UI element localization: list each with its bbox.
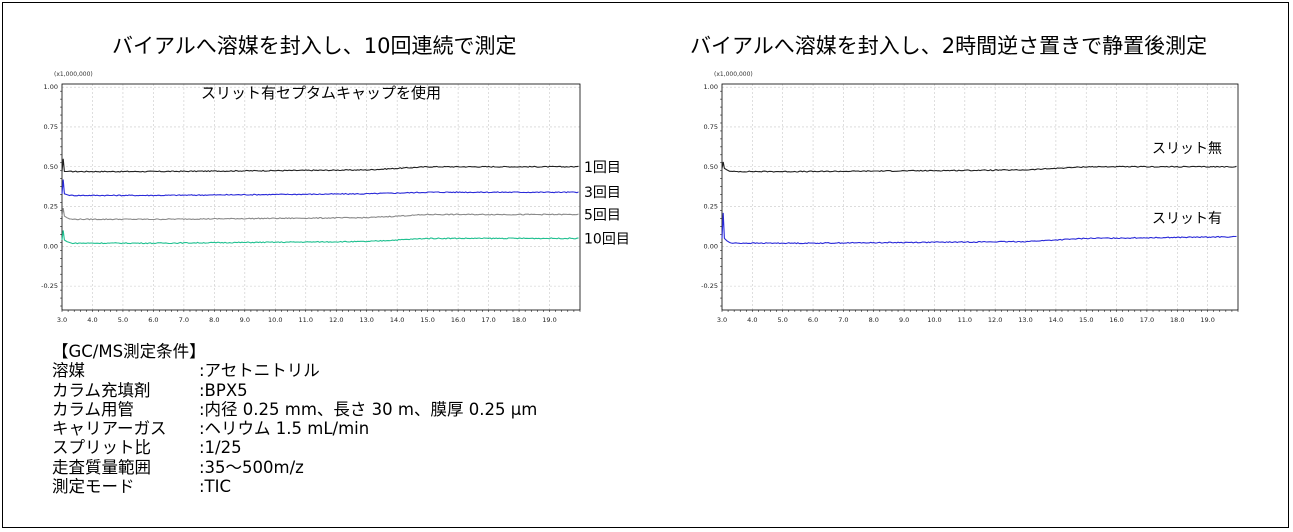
condition-row: スプリット比 :1/25	[52, 438, 537, 457]
condition-row: キャリアーガス :ヘリウム 1.5 mL/min	[52, 419, 537, 438]
x-tick-label: 3.0	[57, 316, 67, 324]
y-multiplier-label: (x1,000,000)	[54, 71, 93, 78]
x-tick-label: 9.0	[240, 316, 250, 324]
condition-label: カラム用管	[52, 399, 135, 419]
y-tick-label: 0.50	[704, 163, 718, 171]
y-tick-label: 0.75	[704, 123, 718, 131]
x-tick-label: 10.0	[927, 316, 941, 324]
y-tick-label: 0.50	[44, 163, 58, 171]
y-multiplier-label: (x1,000,000)	[714, 71, 753, 78]
gcms-conditions: 【GC/MS測定条件】 溶媒 :アセトニトリル カラム充填剤 :BPX5 カラム用管…	[52, 342, 537, 496]
series-line-3	[61, 208, 579, 221]
x-tick-label: 14.0	[1049, 316, 1063, 324]
chart-annotation: スリット有セプタムキャップを使用	[201, 84, 441, 102]
y-tick-label: 0.25	[704, 203, 718, 211]
series-label: 3回目	[584, 185, 621, 201]
x-tick-label: 13.0	[1018, 316, 1032, 324]
left-chart-title: バイアルへ溶媒を封入し、10回連続で測定	[112, 34, 517, 58]
x-tick-label: 18.0	[512, 316, 526, 324]
right-chromatogram: (x1,000,000) 3.0 4.0 5.0 6.0 7.0 8.0 9.0 10.0 11.…	[701, 71, 1239, 324]
y-tick-label: 1.00	[44, 83, 58, 91]
condition-value: :アセトニトリル	[199, 361, 320, 381]
series-line-2	[61, 179, 579, 197]
x-tick-label: 19.0	[542, 316, 556, 324]
x-tick-label: 16.0	[451, 316, 465, 324]
condition-value: :BPX5	[199, 380, 248, 400]
condition-label: カラム充填剤	[52, 380, 151, 400]
condition-row: 溶媒 :アセトニトリル	[52, 361, 537, 380]
x-tick-label: 13.0	[359, 316, 373, 324]
condition-row: カラム用管 :内径 0.25 mm、長さ 30 m、膜厚 0.25 µm	[52, 400, 537, 419]
left-chromatogram: (x1,000,000) 3.0 4.0 5.0 6.0 7.0 8.0 9.0 10.0 11.…	[41, 71, 630, 324]
x-tick-label: 16.0	[1109, 316, 1123, 324]
condition-row: 測定モード :TIC	[52, 477, 537, 496]
condition-value: :TIC	[199, 477, 232, 497]
x-tick-label: 10.0	[268, 316, 282, 324]
condition-value: :ヘリウム 1.5 mL/min	[199, 419, 370, 439]
series-line-1	[61, 158, 579, 173]
x-tick-label: 5.0	[778, 316, 788, 324]
plot-area	[721, 83, 1239, 311]
x-tick-label: 17.0	[1140, 316, 1154, 324]
x-tick-label: 18.0	[1170, 316, 1184, 324]
x-tick-label: 7.0	[179, 316, 189, 324]
x-tick-label: 15.0	[420, 316, 434, 324]
condition-value: :1/25	[199, 438, 242, 458]
y-tick-label: 0.00	[44, 242, 58, 250]
series-line-4	[61, 230, 579, 245]
x-tick-label: 6.0	[808, 316, 818, 324]
condition-label: キャリアーガス	[52, 419, 167, 439]
series-label: スリット無	[1152, 141, 1222, 157]
x-tick-label: 5.0	[118, 316, 128, 324]
x-tick-label: 11.0	[299, 316, 313, 324]
x-tick-label: 6.0	[148, 316, 158, 324]
condition-label: スプリット比	[52, 438, 151, 458]
y-tick-label: 0.25	[44, 203, 58, 211]
y-tick-label: -0.25	[701, 282, 718, 290]
x-tick-label: 3.0	[717, 316, 727, 324]
x-tick-label: 9.0	[899, 316, 909, 324]
x-tick-label: 4.0	[87, 316, 97, 324]
y-tick-label: -0.25	[41, 282, 58, 290]
x-tick-label: 19.0	[1200, 316, 1214, 324]
x-tick-label: 15.0	[1079, 316, 1093, 324]
series-line-2	[721, 212, 1237, 245]
condition-label: 測定モード	[52, 477, 135, 497]
x-tick-label: 8.0	[209, 316, 219, 324]
y-tick-label: 0.00	[704, 242, 718, 250]
y-tick-label: 1.00	[704, 83, 718, 91]
x-tick-label: 4.0	[747, 316, 757, 324]
x-tick-label: 12.0	[988, 316, 1002, 324]
condition-label: 溶媒	[52, 361, 85, 381]
series-label: 1回目	[584, 160, 621, 176]
conditions-heading: 【GC/MS測定条件】	[52, 342, 206, 361]
x-tick-label: 11.0	[958, 316, 972, 324]
x-tick-label: 8.0	[869, 316, 879, 324]
condition-value: :内径 0.25 mm、長さ 30 m、膜厚 0.25 µm	[199, 399, 538, 419]
x-tick-label: 7.0	[838, 316, 848, 324]
x-tick-label: 17.0	[481, 316, 495, 324]
series-label: スリット有	[1152, 211, 1222, 227]
series-line-1	[721, 161, 1237, 173]
x-tick-label: 12.0	[329, 316, 343, 324]
series-label: 10回目	[584, 231, 630, 247]
condition-row: カラム充填剤 :BPX5	[52, 381, 537, 400]
x-tick-label: 14.0	[390, 316, 404, 324]
condition-label: 走査質量範囲	[52, 457, 151, 477]
y-tick-label: 0.75	[44, 123, 58, 131]
plot-area	[61, 83, 581, 311]
condition-row: 走査質量範囲 :35～500m/z	[52, 458, 537, 477]
condition-value: :35～500m/z	[199, 457, 304, 477]
right-chart-title: バイアルへ溶媒を封入し、2時間逆さ置きで静置後測定	[690, 34, 1208, 58]
series-label: 5回目	[584, 208, 621, 224]
